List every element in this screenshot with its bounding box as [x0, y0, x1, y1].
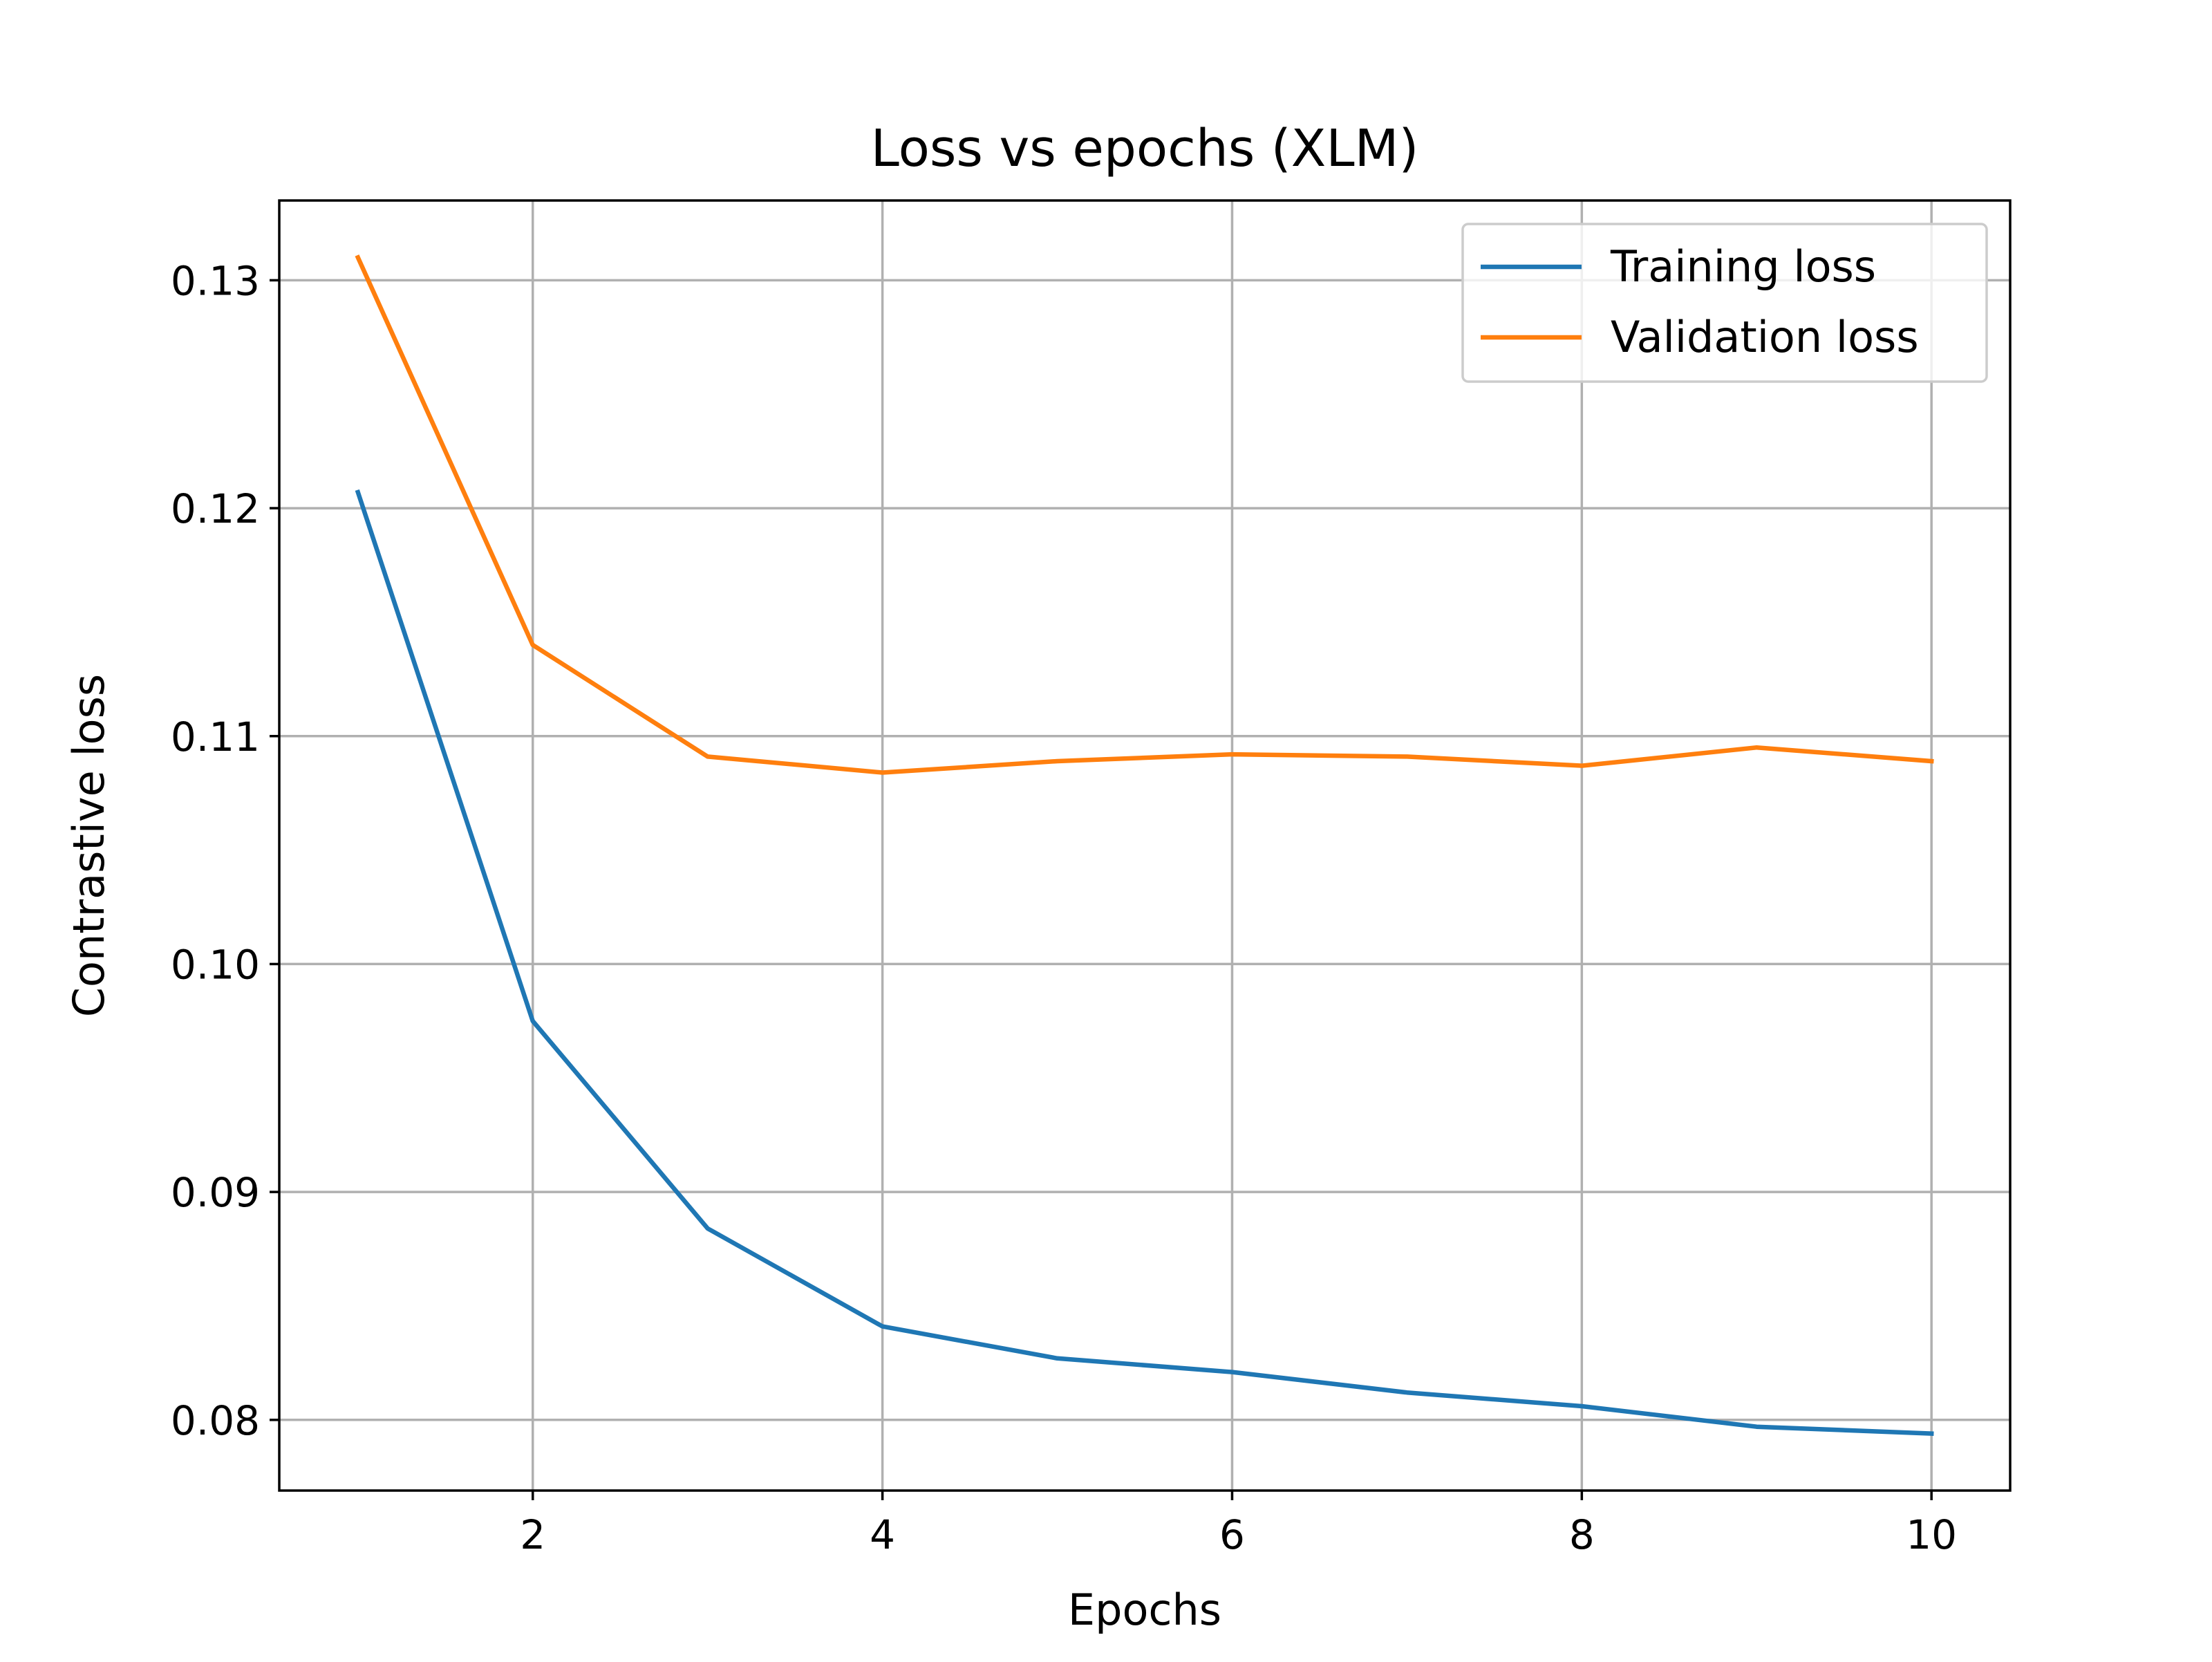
x-tick-label: 10: [1906, 1511, 1957, 1558]
series-line-training-loss: [355, 489, 1934, 1436]
legend-label: Training loss: [1610, 241, 1876, 292]
y-tick-label: 0.13: [171, 257, 260, 304]
axes-frame: [278, 199, 2012, 1492]
legend-box: [1461, 223, 1988, 383]
x-tick-label: 8: [1569, 1511, 1595, 1558]
x-tick-label: 2: [520, 1511, 545, 1558]
legend: Training loss Validation loss: [1461, 223, 1988, 383]
y-axis-ticks: 0.08 0.09 0.10 0.11 0.12 0.13: [171, 257, 279, 1444]
series-lines: [355, 254, 1934, 1436]
y-tick-label: 0.09: [171, 1169, 260, 1216]
x-axis-label: Epochs: [1068, 1585, 1221, 1635]
chart-title: Loss vs epochs (XLM): [871, 119, 1419, 178]
legend-label: Validation loss: [1611, 312, 1919, 362]
x-tick-label: 6: [1219, 1511, 1245, 1558]
series-line-validation-loss: [355, 254, 1934, 775]
y-tick-label: 0.08: [171, 1397, 260, 1444]
y-tick-label: 0.11: [171, 713, 260, 760]
y-tick-label: 0.10: [171, 941, 260, 988]
x-tick-label: 4: [870, 1511, 895, 1558]
x-axis-ticks: 2 4 6 8 10: [520, 1491, 1957, 1558]
y-axis-label: Contrastive loss: [64, 674, 114, 1017]
y-tick-label: 0.12: [171, 485, 260, 532]
